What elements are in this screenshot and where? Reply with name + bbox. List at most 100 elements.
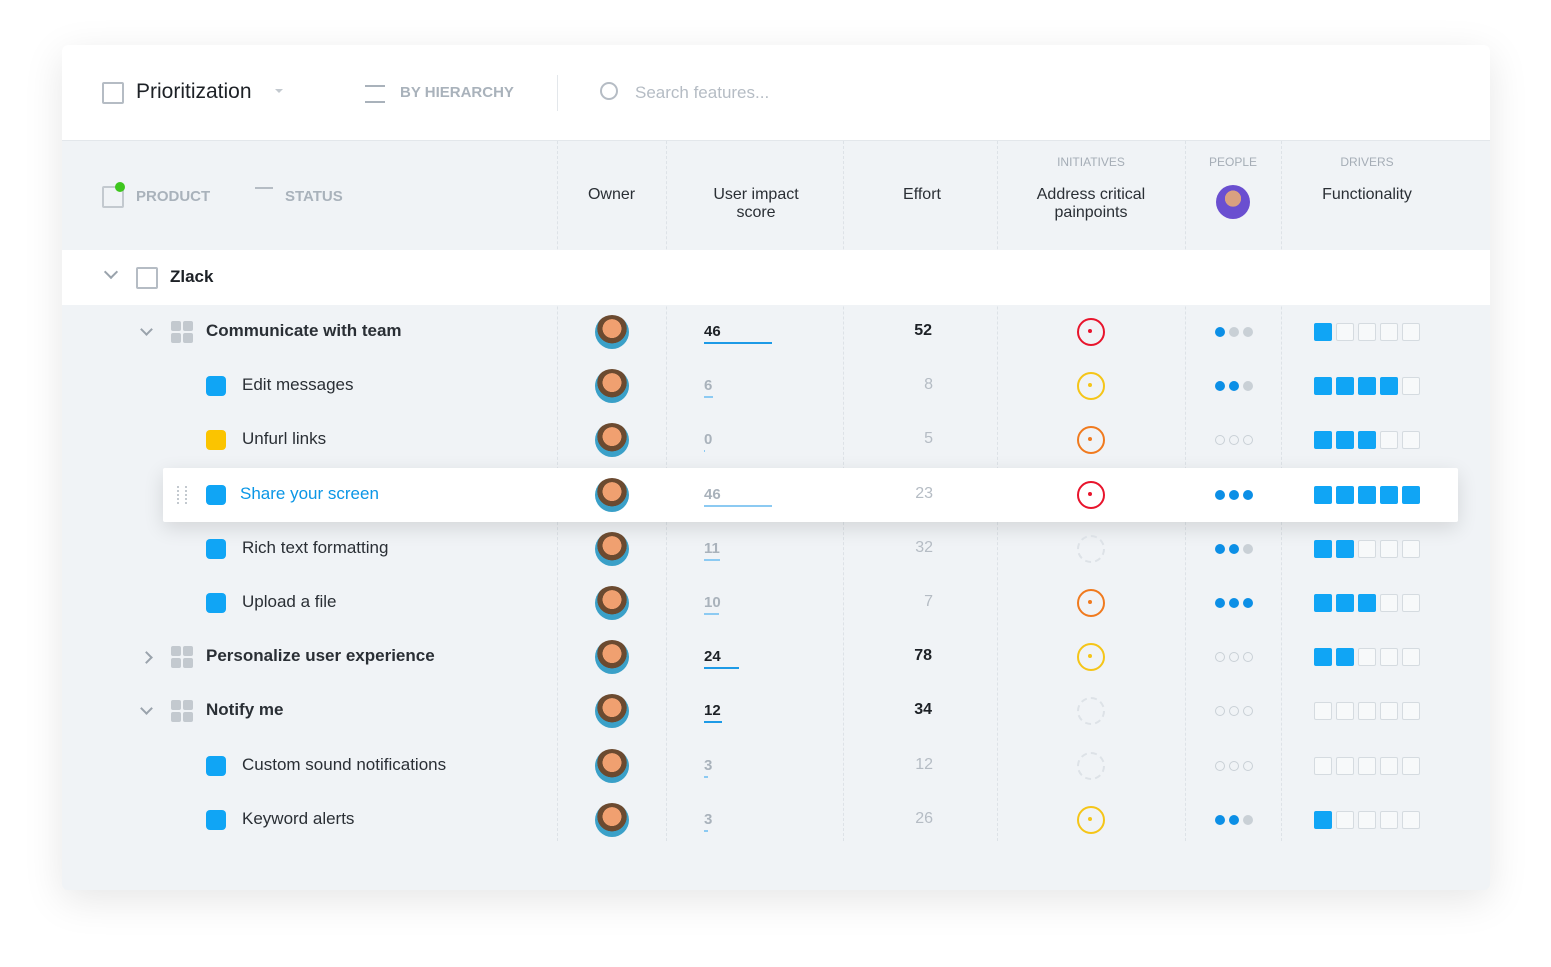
functionality-box (1380, 485, 1398, 504)
owner-avatar[interactable] (595, 586, 629, 620)
drag-handle[interactable] (177, 485, 187, 504)
view-caret[interactable] (275, 89, 283, 97)
impact-bar (704, 829, 709, 832)
product-icon (136, 267, 158, 289)
functionality-box (1380, 323, 1398, 341)
owner-avatar[interactable] (595, 640, 629, 675)
feature-icon (206, 538, 226, 559)
hierarchy-icon (365, 85, 385, 103)
column-header[interactable]: Owner (587, 186, 636, 203)
owner-avatar[interactable] (595, 477, 629, 512)
people-dot (1229, 598, 1239, 608)
prioritization-card: Prioritization BY HIERARCHY Search featu… (62, 45, 1490, 890)
functionality-box (1336, 648, 1354, 667)
feature-name[interactable]: Personalize user experience (206, 646, 435, 666)
feature-icon (206, 430, 226, 451)
column-header[interactable]: User impact score (713, 186, 799, 221)
effort: 26 (915, 809, 933, 827)
people-dot (1243, 814, 1253, 825)
chevron[interactable] (140, 702, 153, 716)
feature-name[interactable]: Share your screen (240, 483, 379, 503)
functionality-box (1402, 431, 1420, 450)
group-icon (171, 646, 181, 657)
people-dot (1243, 706, 1253, 717)
functionality-box (1402, 323, 1420, 341)
owner-avatar[interactable] (595, 802, 629, 837)
product-filter[interactable]: PRODUCT (136, 188, 211, 205)
divider (557, 75, 558, 111)
initiative-marker[interactable] (1077, 643, 1105, 672)
owner-avatar[interactable] (595, 748, 629, 783)
hierarchy-button[interactable]: BY HIERARCHY (400, 84, 514, 101)
owner-avatar[interactable] (595, 531, 629, 566)
search-input[interactable]: Search features... (635, 83, 770, 102)
functionality-box (1358, 485, 1376, 504)
impact-bar (704, 613, 719, 615)
view-title[interactable]: Prioritization (136, 80, 252, 103)
people-dot (1229, 543, 1239, 554)
feature-name[interactable]: Communicate with team (206, 321, 402, 340)
impact-bar (704, 450, 705, 453)
initiative-marker[interactable] (1077, 318, 1105, 346)
initiative-marker[interactable] (1077, 589, 1105, 617)
owner-avatar[interactable] (595, 694, 629, 729)
initiative-marker[interactable] (1077, 372, 1105, 401)
effort: 32 (915, 538, 933, 556)
feature-name[interactable]: Upload a file (242, 592, 337, 611)
status-filter[interactable]: STATUS (285, 188, 343, 205)
impact-bar (704, 342, 772, 344)
initiative-empty[interactable] (1077, 697, 1105, 726)
feature-name[interactable]: Keyword alerts (242, 808, 355, 828)
impact-bar (704, 504, 772, 507)
product-icon (102, 186, 124, 208)
feature-icon (206, 809, 226, 830)
owner-avatar[interactable] (595, 423, 629, 458)
functionality-box (1380, 702, 1398, 721)
people-dot (1215, 760, 1225, 771)
column-header[interactable]: Functionality (1322, 186, 1412, 203)
initiative-empty[interactable] (1077, 751, 1105, 780)
person-avatar[interactable] (1216, 185, 1250, 219)
initiative-marker[interactable] (1077, 426, 1105, 455)
group-icon (183, 321, 193, 331)
feature-name[interactable]: Notify me (206, 700, 284, 720)
functionality-box (1314, 810, 1332, 829)
people-dot (1243, 760, 1253, 771)
functionality-box (1402, 756, 1420, 775)
feature-name[interactable]: Unfurl links (242, 429, 327, 449)
feature-icon (206, 755, 226, 776)
column-group: PEOPLE (1208, 155, 1258, 169)
owner-avatar[interactable] (595, 369, 629, 404)
initiative-marker[interactable] (1077, 480, 1105, 509)
chevron[interactable] (140, 651, 153, 665)
initiative-dot (1088, 600, 1092, 604)
functionality-box (1314, 756, 1332, 775)
column-group: INITIATIVES (1057, 155, 1125, 169)
product-row[interactable] (62, 250, 1490, 305)
highlight-row[interactable] (163, 467, 1458, 522)
initiative-dot (1088, 654, 1092, 659)
functionality-box (1358, 810, 1376, 829)
impact-score: 6 (704, 377, 713, 395)
feature-name[interactable]: Custom sound notifications (242, 754, 447, 774)
owner-avatar[interactable] (595, 315, 629, 349)
initiative-marker[interactable] (1077, 805, 1105, 834)
functionality-box (1314, 323, 1332, 341)
impact-score: 3 (704, 810, 713, 828)
people-dot (1215, 489, 1225, 500)
initiative-empty[interactable] (1077, 534, 1105, 563)
group-icon (183, 333, 193, 343)
impact-score: 24 (704, 648, 721, 666)
feature-name[interactable]: Edit messages (242, 375, 354, 395)
chevron[interactable] (140, 323, 153, 336)
functionality-box (1380, 810, 1398, 829)
column-header[interactable]: Effort (903, 186, 941, 203)
functionality-box (1336, 594, 1354, 612)
column-group: DRIVERS (1340, 155, 1394, 169)
functionality-box (1336, 323, 1354, 341)
people-dot (1243, 652, 1253, 663)
impact-bar (704, 558, 721, 561)
feature-name[interactable]: Rich text formatting (242, 537, 389, 557)
people-dot (1215, 381, 1225, 392)
column-header[interactable]: Address critical painpoints (1036, 186, 1146, 221)
